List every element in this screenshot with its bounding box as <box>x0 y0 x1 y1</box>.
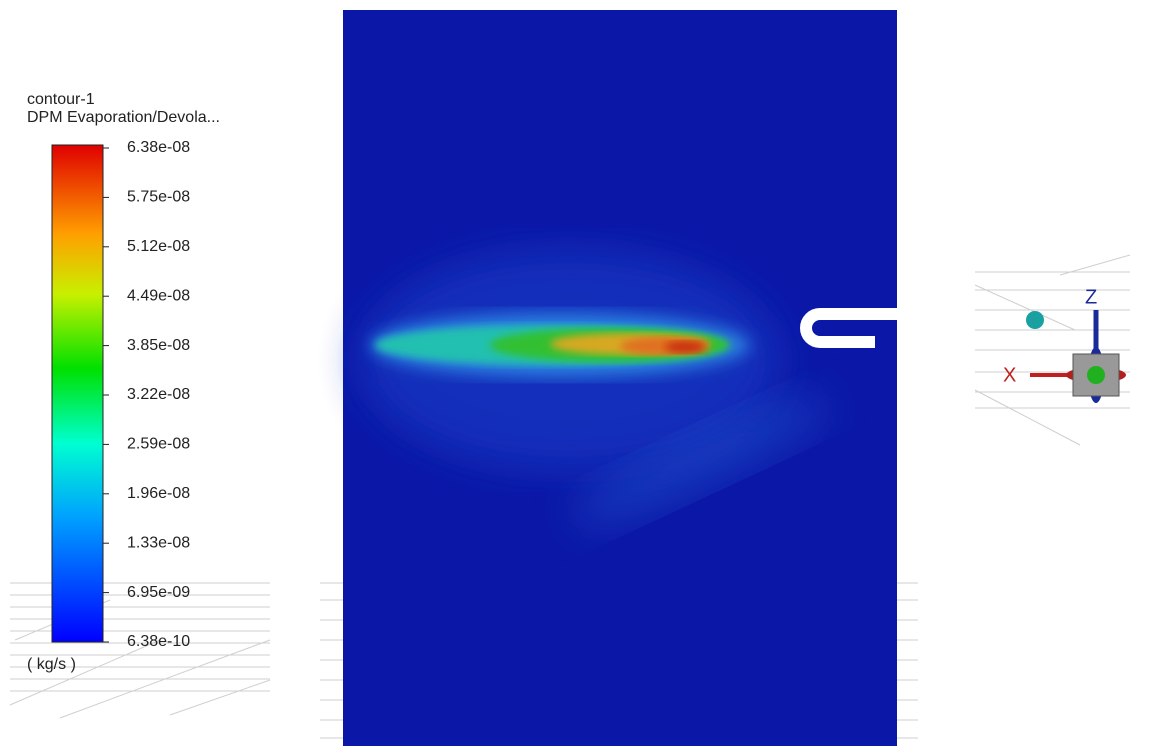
colorbar-label: 6.95e-09 <box>127 584 190 601</box>
triad-center <box>1087 366 1105 384</box>
colorbar: contour-1 DPM Evaporation/Devola... 6.38… <box>27 91 220 673</box>
colorbar-label: 3.22e-08 <box>127 386 190 403</box>
x-axis-label: X <box>1003 364 1016 386</box>
colorbar-label: 6.38e-10 <box>127 633 190 650</box>
triad-sphere <box>1026 311 1044 329</box>
colorbar-label: 1.33e-08 <box>127 534 190 551</box>
legend-title: contour-1 <box>27 91 95 108</box>
colorbar-gradient <box>52 145 103 642</box>
z-axis-label: Z <box>1085 286 1097 308</box>
colorbar-label: 5.12e-08 <box>127 238 190 255</box>
plume-core <box>665 341 705 353</box>
page: contour-1 DPM Evaporation/Devola... 6.38… <box>0 0 1157 751</box>
contour-domain <box>343 10 897 746</box>
legend-unit: ( kg/s ) <box>27 656 76 673</box>
colorbar-label: 2.59e-08 <box>127 436 190 453</box>
colorbar-label: 5.75e-08 <box>127 189 190 206</box>
colorbar-label: 3.85e-08 <box>127 337 190 354</box>
viewport: contour-1 DPM Evaporation/Devola... 6.38… <box>0 0 1157 746</box>
axis-triad: X Z <box>1003 286 1126 403</box>
colorbar-label: 6.38e-08 <box>127 139 190 156</box>
legend-subtitle: DPM Evaporation/Devola... <box>27 109 220 126</box>
colorbar-label: 4.49e-08 <box>127 287 190 304</box>
colorbar-label: 1.96e-08 <box>127 485 190 502</box>
